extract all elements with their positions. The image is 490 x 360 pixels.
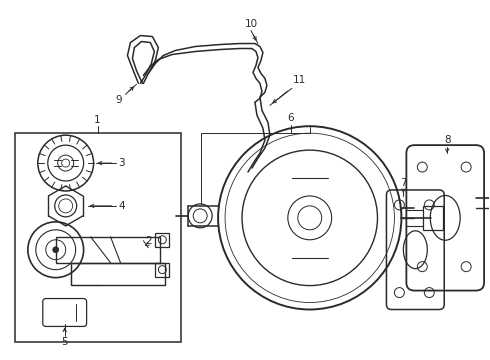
Bar xyxy=(155,263,169,276)
Text: 3: 3 xyxy=(119,158,125,168)
Text: 11: 11 xyxy=(293,75,306,85)
Text: 8: 8 xyxy=(444,135,450,145)
Circle shape xyxy=(53,247,59,253)
Bar xyxy=(71,263,165,285)
Text: 6: 6 xyxy=(288,113,294,123)
Text: 9: 9 xyxy=(115,95,122,105)
Text: 4: 4 xyxy=(119,201,125,211)
Text: 2: 2 xyxy=(146,236,152,246)
Bar xyxy=(423,206,443,230)
Text: 10: 10 xyxy=(245,19,258,28)
Bar xyxy=(15,133,181,342)
Text: 7: 7 xyxy=(400,178,407,188)
Bar xyxy=(56,237,160,263)
Text: 1: 1 xyxy=(94,115,101,125)
Text: 5: 5 xyxy=(61,337,68,347)
Bar xyxy=(155,233,169,247)
